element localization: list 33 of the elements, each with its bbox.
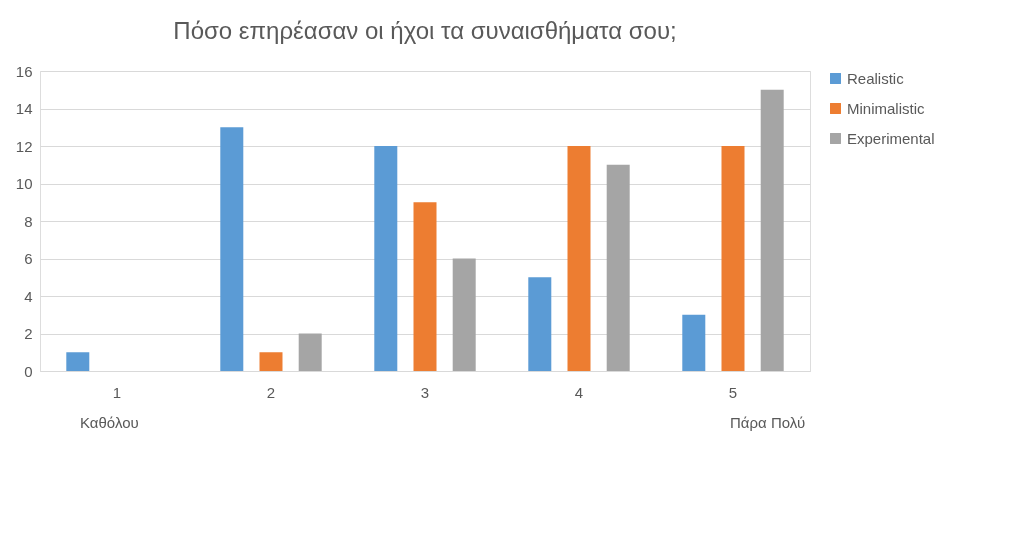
y-tick-label: 12 — [15, 137, 33, 155]
bar — [606, 164, 630, 371]
y-tick-label: 16 — [15, 62, 33, 80]
text: Πάρα Πολύ — [730, 414, 806, 431]
text: Καθόλου — [80, 414, 139, 431]
y-tick-label: 14 — [15, 100, 33, 117]
bar — [452, 258, 476, 371]
bar — [298, 333, 322, 371]
y-tick-label: 2 — [24, 325, 33, 342]
x-tick-label: 2 — [266, 383, 276, 401]
x-tick-label: 3 — [420, 383, 430, 401]
y-tick-label: 6 — [24, 250, 33, 267]
bar — [682, 314, 706, 371]
legend-label: Experimental — [847, 129, 935, 147]
legend-label: Minimalistic — [847, 99, 925, 117]
y-tick-label: 10 — [15, 175, 33, 192]
bar — [259, 352, 283, 371]
bar — [66, 352, 90, 371]
chart-title: Πόσο επηρέασαν οι ήχοι τα συναισθήματα σου; — [173, 17, 677, 44]
x-tick-label: 4 — [574, 383, 584, 401]
bar — [413, 202, 437, 371]
y-tick-label: 8 — [24, 212, 33, 230]
y-tick-label: 4 — [24, 287, 33, 305]
bar — [220, 127, 244, 371]
y-tick-label: 0 — [24, 362, 33, 380]
bar — [528, 277, 552, 371]
bar — [721, 146, 745, 371]
bar — [760, 89, 784, 371]
legend-label: Realistic — [847, 69, 905, 87]
bar — [374, 146, 398, 371]
x-tick-label: 5 — [728, 383, 738, 401]
x-tick-label: 1 — [112, 383, 122, 401]
bar — [567, 146, 591, 371]
